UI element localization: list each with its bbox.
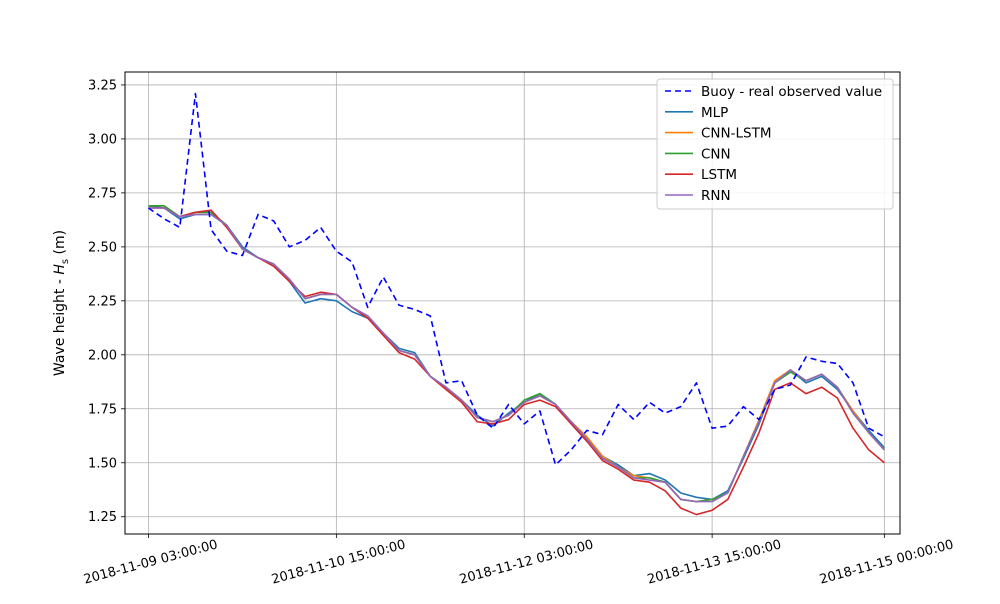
plot-frame [124,71,901,535]
legend-box [656,78,894,210]
series-line-lstm [148,207,885,516]
legend-label: MLP [701,105,728,121]
y-axis: 1.25 1.50 1.75 2.00 2.25 2.50 2.75 3.00 3.25 [88,78,125,525]
y-tick-label: 2.00 [88,348,117,363]
y-tick-label: 2.25 [88,294,117,309]
y-tick-label: 2.75 [88,186,117,201]
legend-label: LSTM [701,167,737,183]
legend-label: RNN [701,188,731,204]
y-tick-label: 3.00 [88,132,117,147]
series-line-rnn [148,207,885,503]
legend-label: CNN [701,146,731,162]
y-tick-label: 1.75 [88,402,117,417]
y-tick-label: 2.50 [88,240,117,255]
y-tick-label: 3.25 [88,78,117,93]
legend-label: Buoy - real observed value [701,84,882,100]
y-axis-label: Wave height - Hs (m) [52,230,71,376]
legend-label: CNN-LSTM [701,126,771,142]
legend: Buoy - real observed value MLP CNN-LSTM CNN… [656,78,894,210]
series-layer [148,92,885,516]
y-tick-label: 1.25 [88,510,117,525]
y-tick-label: 1.50 [88,456,117,471]
